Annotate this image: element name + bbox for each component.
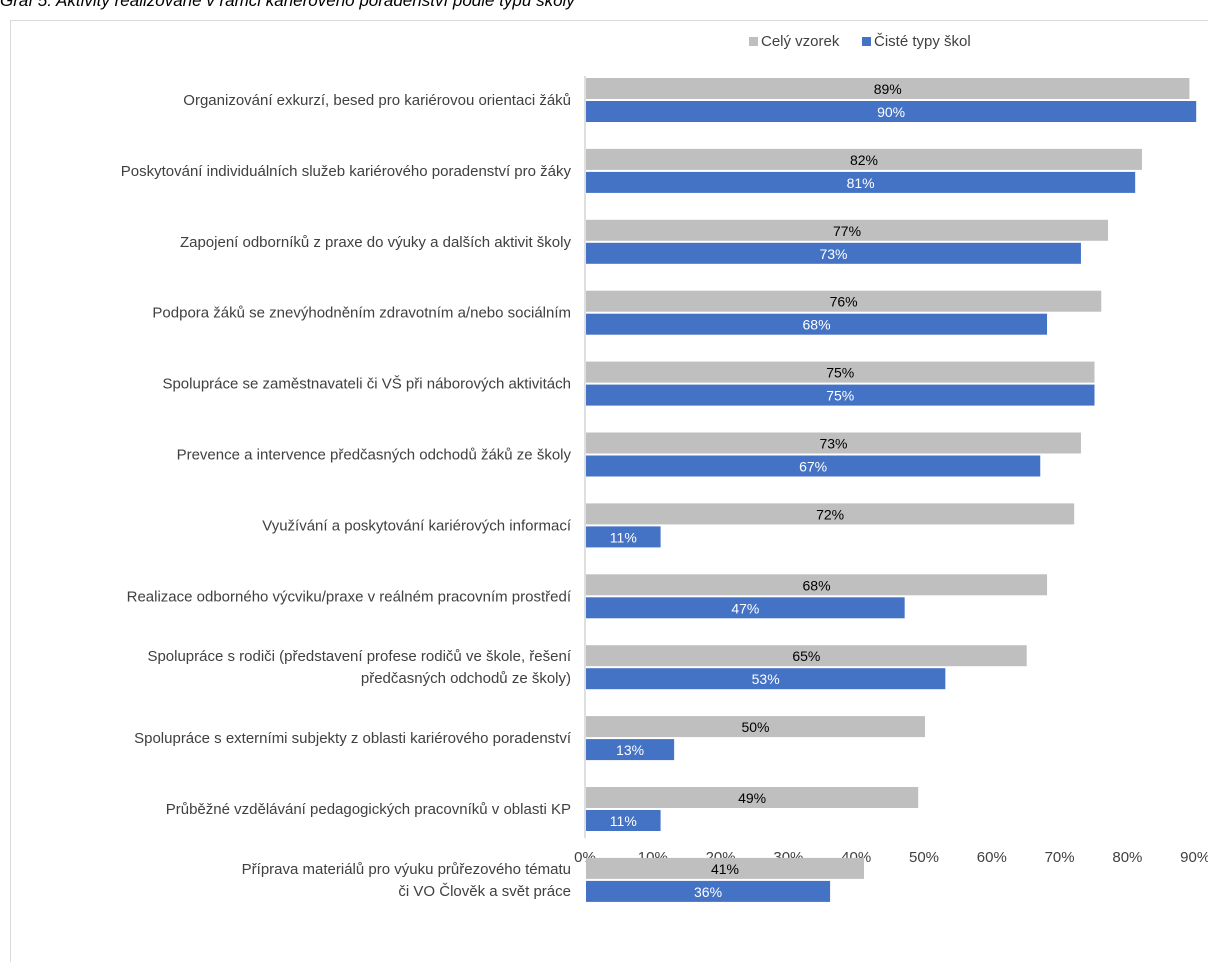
category-label: Využívání a poskytování kariérových info…	[262, 517, 572, 534]
bar-ciste-typy-skol	[586, 171, 1136, 193]
category-label: Podpora žáků se znevýhodněním zdravotním…	[152, 305, 571, 322]
category-label: Zapojení odborníků z praxe do výuky a da…	[180, 234, 572, 251]
bar-cely-vzorek	[586, 716, 925, 738]
data-label-ciste-typy-skol: 11%	[610, 813, 637, 829]
legend-label-cely-vzorek: Celý vzorek	[761, 33, 840, 50]
x-tick-label: 60%	[977, 849, 1007, 866]
bar-ciste-typy-skol	[586, 313, 1048, 335]
data-label-cely-vzorek: 68%	[803, 577, 831, 593]
bar-ciste-typy-skol	[586, 526, 661, 548]
data-label-cely-vzorek: 65%	[792, 648, 820, 664]
data-label-ciste-typy-skol: 81%	[847, 175, 875, 191]
legend-swatch-cely-vzorek	[749, 37, 758, 46]
category-label: Poskytování individuálních služeb kariér…	[121, 163, 572, 180]
bar-cely-vzorek	[586, 503, 1075, 525]
bar-ciste-typy-skol	[586, 739, 675, 761]
bar-cely-vzorek	[586, 574, 1048, 596]
bar-ciste-typy-skol	[586, 101, 1197, 122]
data-label-ciste-typy-skol: 53%	[752, 671, 780, 687]
bar-ciste-typy-skol	[586, 668, 946, 690]
chart-title: Graf 5: Aktivity realizované v rámci kar…	[0, 0, 575, 10]
data-label-ciste-typy-skol: 11%	[610, 529, 637, 545]
legend-swatch-ciste-typy-skol	[862, 37, 871, 46]
chart-frame	[10, 20, 1208, 962]
bar-cely-vzorek	[586, 290, 1102, 312]
bar-cely-vzorek	[586, 361, 1095, 383]
bar-cely-vzorek	[586, 787, 919, 808]
data-label-cely-vzorek: 50%	[741, 719, 769, 735]
data-label-ciste-typy-skol: 67%	[799, 459, 827, 475]
data-label-ciste-typy-skol: 47%	[731, 600, 759, 616]
data-label-ciste-typy-skol: 13%	[616, 742, 644, 758]
data-label-ciste-typy-skol: 36%	[694, 884, 722, 900]
bar-ciste-typy-skol	[586, 880, 831, 902]
bar-ciste-typy-skol	[586, 242, 1081, 264]
data-label-cely-vzorek: 82%	[850, 152, 878, 168]
data-label-cely-vzorek: 76%	[830, 294, 858, 310]
legend-label-ciste-typy-skol: Čisté typy škol	[874, 33, 971, 50]
category-label: Průběžné vzdělávání pedagogických pracov…	[166, 801, 571, 818]
bar-ciste-typy-skol	[586, 384, 1095, 406]
data-label-cely-vzorek: 75%	[826, 365, 854, 381]
data-label-cely-vzorek: 41%	[711, 861, 739, 877]
bar-cely-vzorek	[586, 78, 1190, 99]
category-label: Realizace odborného výcviku/praxe v reál…	[127, 588, 572, 605]
data-label-cely-vzorek: 72%	[816, 506, 844, 522]
bar-cely-vzorek	[586, 432, 1081, 454]
category-label: Spolupráce se zaměstnavateli či VŠ při n…	[162, 376, 571, 393]
data-label-cely-vzorek: 77%	[833, 223, 861, 239]
category-label: Prevence a intervence předčasných odchod…	[177, 447, 572, 464]
bar-ciste-typy-skol	[586, 455, 1041, 477]
bar-cely-vzorek	[586, 857, 864, 879]
data-label-cely-vzorek: 89%	[874, 81, 902, 97]
x-tick-label: 70%	[1045, 849, 1075, 866]
data-label-cely-vzorek: 73%	[819, 436, 847, 452]
data-label-ciste-typy-skol: 90%	[877, 104, 905, 120]
x-tick-label: 50%	[909, 849, 939, 866]
category-label: Příprava materiálů pro výuku průřezového…	[242, 861, 571, 900]
category-label: Spolupráce s externími subjekty z oblast…	[134, 730, 572, 747]
data-label-ciste-typy-skol: 75%	[826, 388, 854, 404]
bar-ciste-typy-skol	[586, 597, 905, 619]
data-label-ciste-typy-skol: 73%	[819, 246, 847, 262]
bar-cely-vzorek	[586, 645, 1027, 667]
legend: Celý vzorek Čisté typy škol	[749, 33, 971, 50]
x-tick-label: 90%	[1180, 849, 1208, 866]
bar-cely-vzorek	[586, 148, 1142, 170]
category-label: Organizování exkurzí, besed pro kariérov…	[183, 92, 571, 109]
data-label-ciste-typy-skol: 68%	[803, 317, 831, 333]
data-label-cely-vzorek: 49%	[738, 790, 766, 806]
bar-cely-vzorek	[586, 219, 1109, 241]
x-tick-label: 80%	[1112, 849, 1142, 866]
category-label: Spolupráce s rodiči (představení profese…	[147, 648, 571, 687]
bar-ciste-typy-skol	[586, 810, 661, 831]
